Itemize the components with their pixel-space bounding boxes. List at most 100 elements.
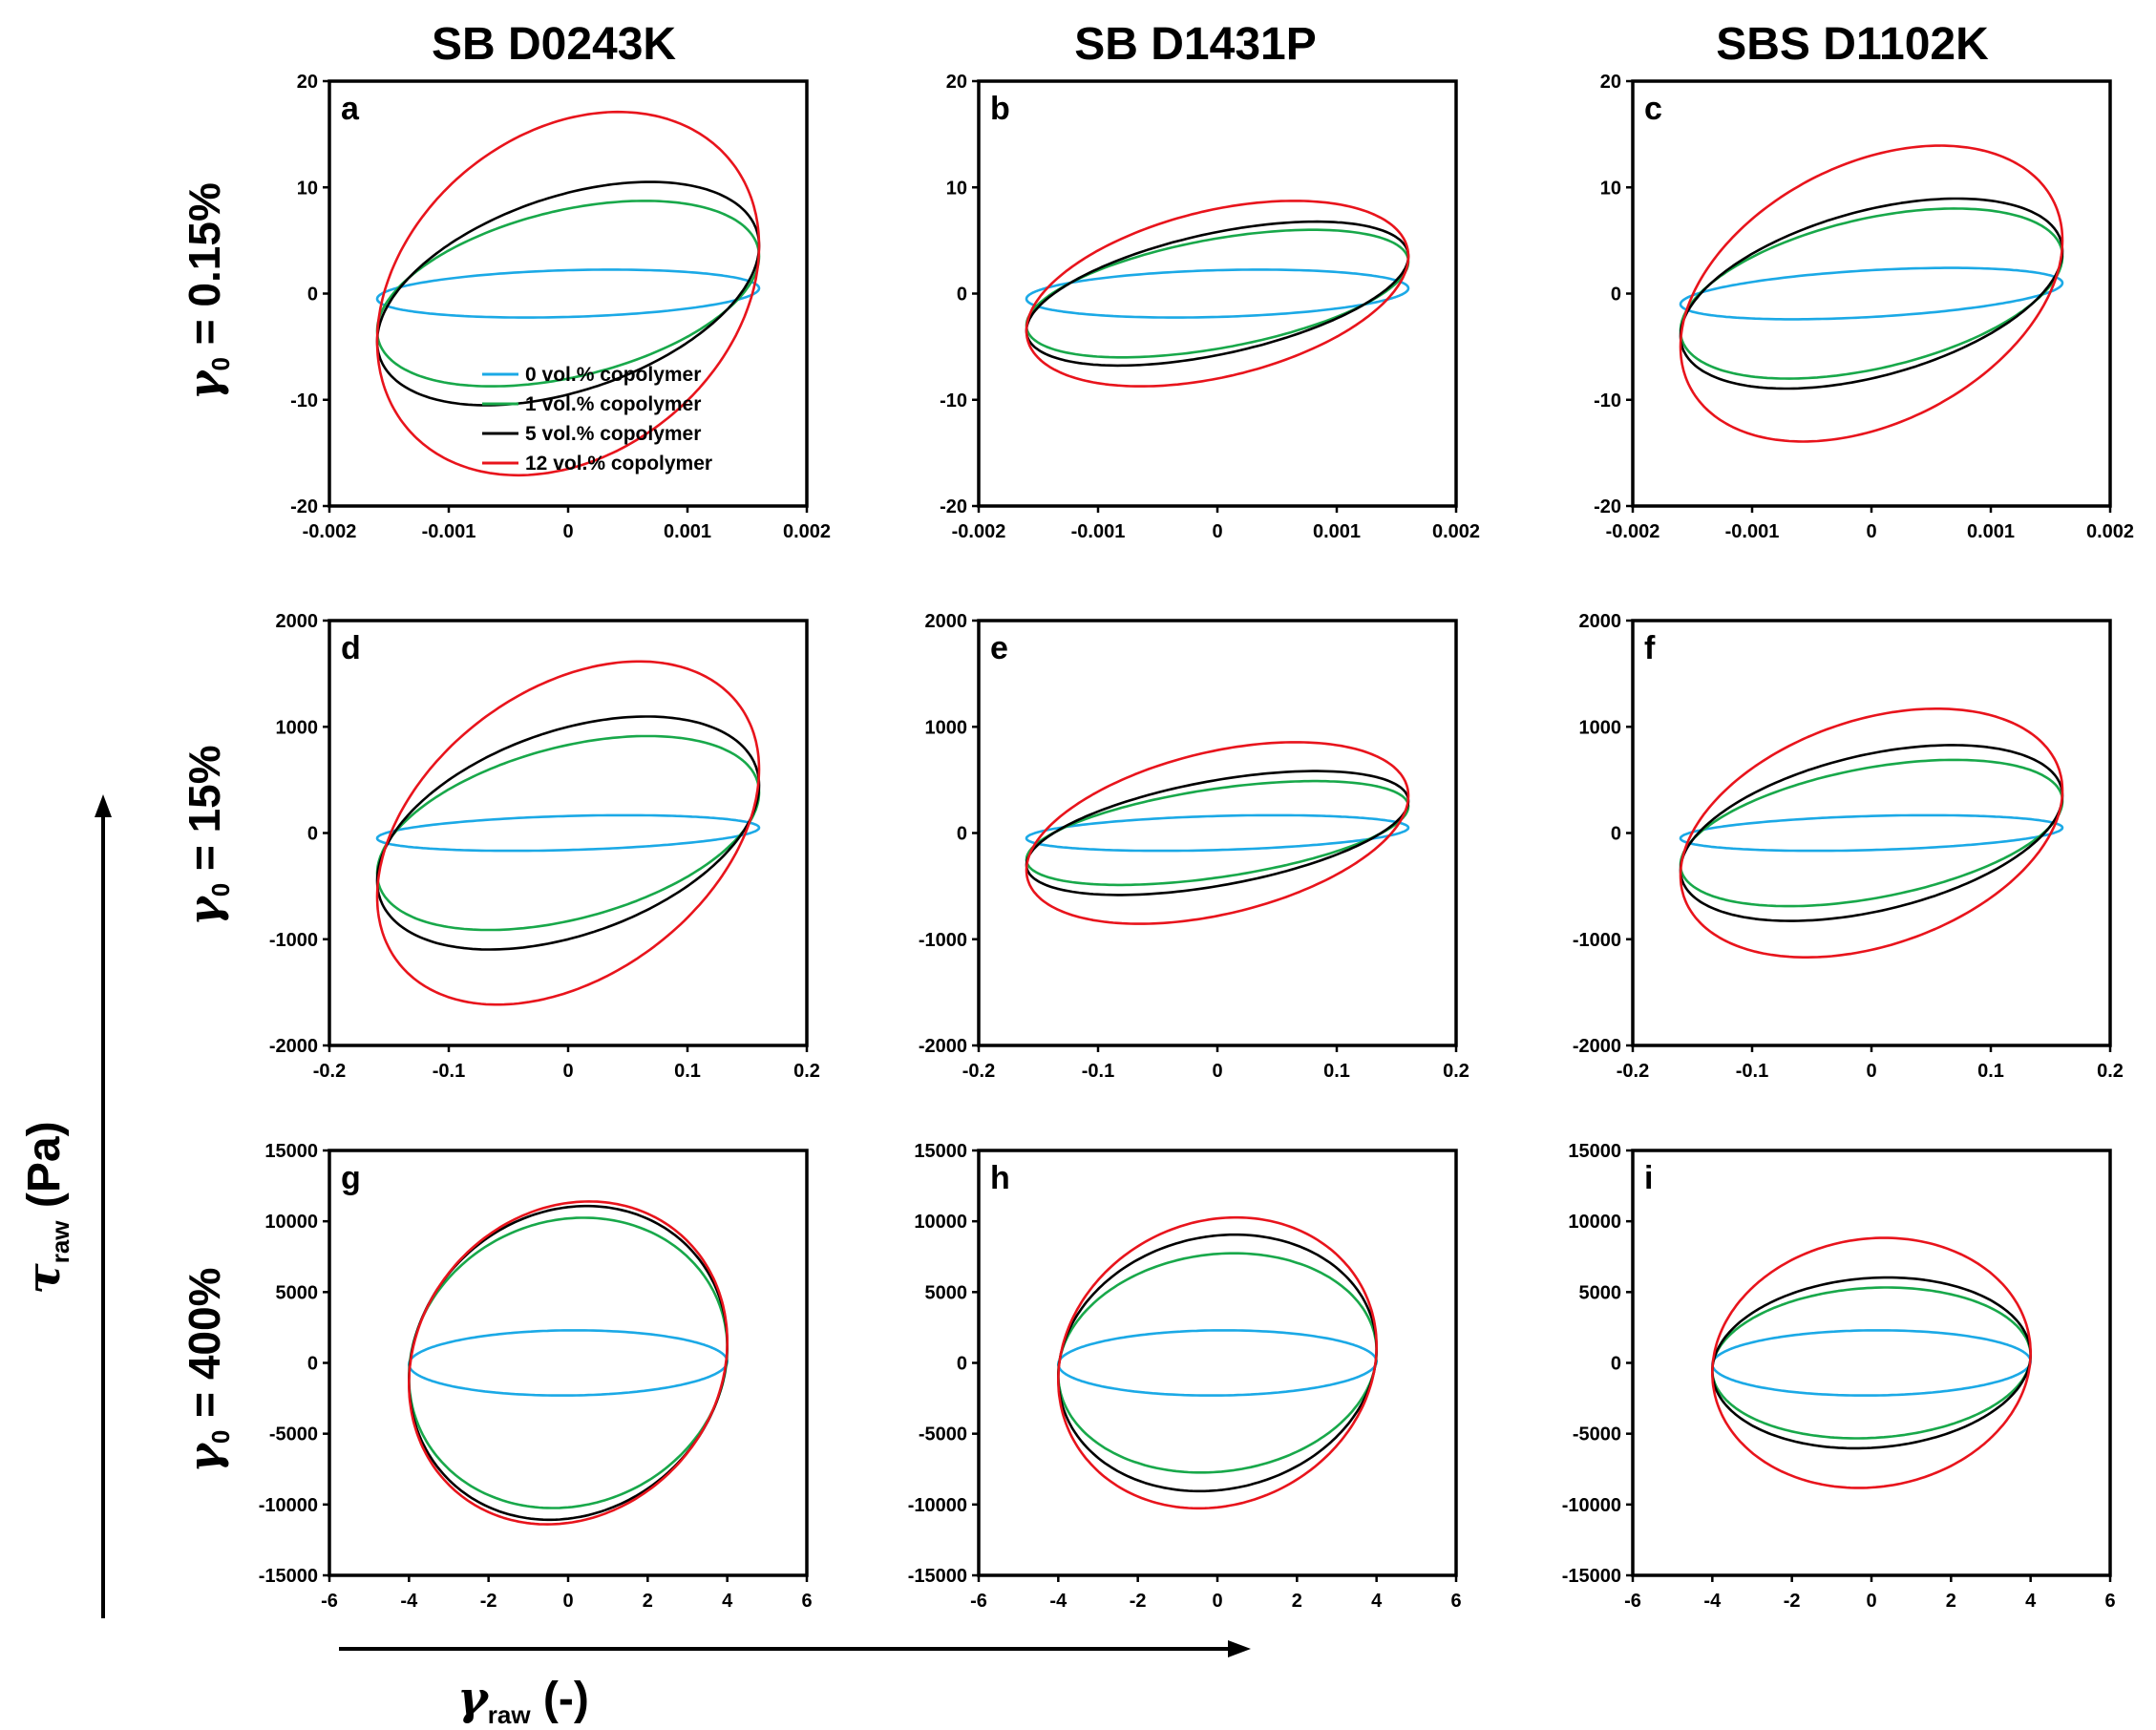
x-tick-label-h-1: -4 [1049, 1591, 1067, 1612]
svg-text:γ0 = 0.15%: γ0 = 0.15% [179, 182, 235, 400]
panel-a: 20 10 0 -10 -20 -0.002 -0.001 0 0.001 0.002 a [290, 72, 831, 542]
svg-text:γ0 = 15%: γ0 = 15% [179, 745, 235, 925]
y-tick-label-i-0: 15000 [1568, 1141, 1621, 1162]
plot-frame-c [1631, 79, 2112, 508]
x-tick-label-g-6: 6 [801, 1591, 812, 1612]
series-line-d-2 [375, 715, 761, 951]
x-tick-label-g-5: 4 [722, 1591, 733, 1612]
series-line-f-1 [1679, 758, 2064, 908]
panel-c: 20 10 0 -10 -20 -0.002 -0.001 0 0.001 0.002 c [1594, 72, 2134, 542]
y-tick-label-c-1: 10 [1600, 178, 1621, 199]
x-tick-label-a-0: -0.002 [303, 521, 357, 542]
x-tick-label-e-0: -0.2 [962, 1061, 995, 1082]
y-axis-arrow-head [95, 794, 112, 817]
x-tick-label-h-5: 4 [1371, 1591, 1383, 1612]
series-line-i-0 [1711, 1329, 2032, 1397]
plot-frame-i [1631, 1149, 2112, 1577]
panel-b: 20 10 0 -10 -20 -0.002 -0.001 0 0.001 0.002 b [940, 72, 1480, 542]
row-label-2: γ0 = 15% [179, 745, 235, 925]
y-tick-label-g-5: -10000 [259, 1495, 318, 1516]
y-tick-label-c-2: 0 [1611, 285, 1621, 306]
x-tick-label-e-2: 0 [1212, 1061, 1222, 1082]
panel-letter-h: h [990, 1160, 1010, 1196]
x-tick-label-e-4: 0.2 [1443, 1061, 1469, 1082]
x-tick-label-d-0: -0.2 [313, 1061, 346, 1082]
y-tick-label-e-2: 0 [957, 824, 967, 845]
panel-letter-g: g [341, 1160, 361, 1196]
x-tick-label-a-1: -0.001 [422, 521, 476, 542]
x-tick-label-i-6: 6 [2104, 1591, 2115, 1612]
x-tick-label-d-3: 0.1 [674, 1061, 701, 1082]
series-line-c-3 [1679, 144, 2064, 443]
series-line-f-3 [1679, 707, 2064, 959]
x-tick-label-d-4: 0.2 [793, 1061, 820, 1082]
y-tick-label-h-1: 10000 [914, 1212, 967, 1233]
y-tick-label-c-3: -10 [1594, 390, 1621, 411]
y-tick-label-i-6: -15000 [1562, 1566, 1621, 1587]
y-tick-label-f-1: 1000 [1579, 717, 1622, 738]
series-line-i-1 [1711, 1286, 2032, 1440]
y-tick-label-e-4: -2000 [919, 1036, 967, 1057]
panel-letter-e: e [990, 630, 1008, 666]
y-tick-label-e-1: 1000 [925, 717, 968, 738]
x-tick-label-f-2: 0 [1866, 1061, 1876, 1082]
y-tick-label-e-3: -1000 [919, 930, 967, 951]
panel-e: 2000 1000 0 -1000 -2000 -0.2 -0.1 0 0.1 0.2 e [919, 611, 1469, 1082]
x-tick-label-h-4: 2 [1292, 1591, 1302, 1612]
legend-label-1: 1 vol.% copolymer [525, 393, 701, 415]
panel-g: 15000 10000 5000 0 -5000 -10000 -15000-6 -4 -2 0 2… [259, 1141, 813, 1612]
y-tick-label-i-3: 0 [1611, 1354, 1621, 1375]
x-tick-label-i-2: -2 [1784, 1591, 1801, 1612]
x-tick-label-b-0: -0.002 [952, 521, 1006, 542]
x-tick-label-i-4: 2 [1946, 1591, 1956, 1612]
x-tick-label-i-0: -6 [1624, 1591, 1641, 1612]
y-tick-label-i-5: -10000 [1562, 1495, 1621, 1516]
x-tick-label-e-3: 0.1 [1323, 1061, 1350, 1082]
series-line-a-1 [375, 200, 761, 388]
legend-label-2: 5 vol.% copolymer [525, 423, 701, 445]
series-line-f-2 [1679, 744, 2064, 922]
y-tick-label-d-1: 1000 [276, 717, 319, 738]
series-line-b-3 [1025, 200, 1410, 388]
x-tick-label-h-6: 6 [1450, 1591, 1461, 1612]
y-tick-label-c-0: 20 [1600, 72, 1621, 93]
y-tick-label-c-4: -20 [1594, 496, 1621, 517]
series-line-e-3 [1025, 741, 1410, 925]
x-tick-label-b-1: -0.001 [1071, 521, 1126, 542]
column-title-2: SB D1431P [1074, 19, 1316, 70]
series-line-d-3 [375, 660, 761, 1006]
y-tick-label-b-3: -10 [940, 390, 967, 411]
y-tick-label-g-1: 10000 [264, 1212, 318, 1233]
panel-h: 15000 10000 5000 0 -5000 -10000 -15000-6 -4 -2 0 2… [908, 1141, 1462, 1612]
series-line-h-3 [1057, 1215, 1378, 1510]
x-tick-label-b-4: 0.002 [1432, 521, 1480, 542]
y-tick-label-h-6: -15000 [908, 1566, 967, 1587]
y-axis-title: τraw (Pa) [17, 1121, 74, 1294]
y-tick-label-b-1: 10 [946, 178, 967, 199]
x-axis-title: γraw (-) [457, 1672, 589, 1729]
series-line-d-0 [375, 813, 761, 853]
series-line-e-0 [1025, 813, 1410, 853]
x-tick-label-h-3: 0 [1212, 1591, 1222, 1612]
x-tick-label-c-4: 0.002 [2086, 521, 2134, 542]
y-tick-label-f-0: 2000 [1579, 611, 1622, 632]
x-tick-label-c-3: 0.001 [1967, 521, 2015, 542]
x-tick-label-f-1: -0.1 [1736, 1061, 1768, 1082]
y-tick-label-a-3: -10 [290, 390, 318, 411]
legend-label-0: 0 vol.% copolymer [525, 364, 701, 386]
svg-text:τraw (Pa): τraw (Pa) [17, 1121, 74, 1294]
x-tick-label-g-4: 2 [643, 1591, 653, 1612]
series-line-i-3 [1711, 1236, 2032, 1489]
row-label-3: γ0 = 400% [179, 1268, 235, 1473]
panel-d: 2000 1000 0 -1000 -2000 -0.2 -0.1 0 0.1 0.2 d [269, 611, 820, 1082]
series-line-g-0 [408, 1329, 729, 1397]
x-tick-label-i-5: 4 [2025, 1591, 2037, 1612]
series-line-a-0 [375, 268, 761, 319]
y-tick-label-e-0: 2000 [925, 611, 968, 632]
x-tick-label-h-0: -6 [970, 1591, 987, 1612]
legend-label-3: 12 vol.% copolymer [525, 453, 712, 475]
y-tick-label-g-2: 5000 [276, 1282, 319, 1303]
y-tick-label-i-1: 10000 [1568, 1212, 1621, 1233]
y-tick-label-a-2: 0 [307, 285, 318, 306]
